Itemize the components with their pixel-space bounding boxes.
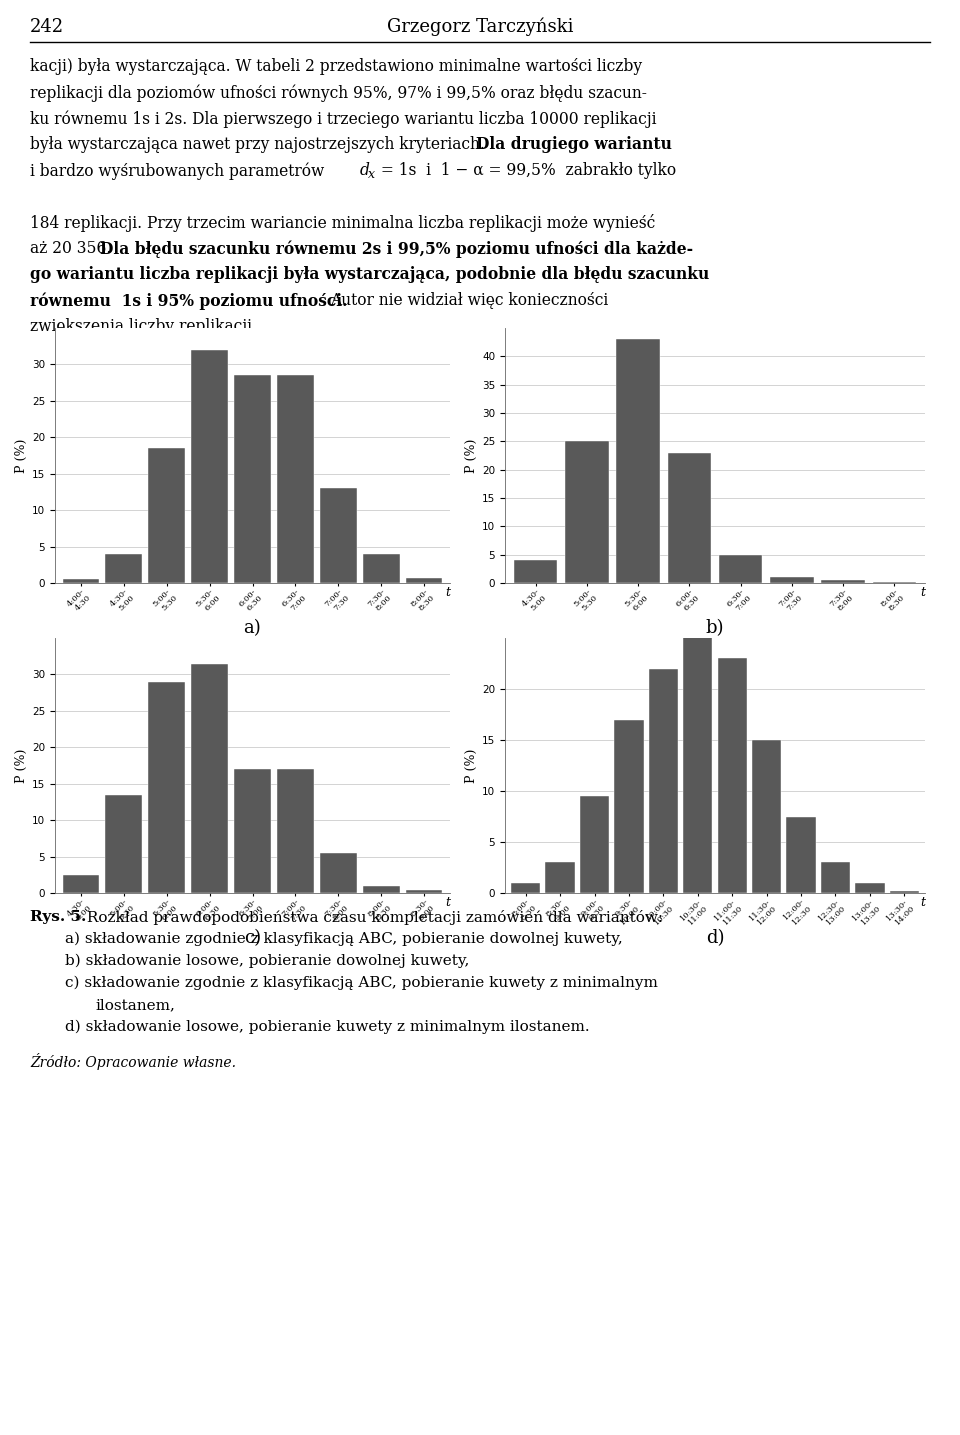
Bar	[106, 795, 142, 893]
Bar	[667, 452, 711, 583]
Text: d) składowanie losowe, pobieranie kuwety z minimalnym ilostanem.: d) składowanie losowe, pobieranie kuwety…	[65, 1020, 589, 1035]
Bar	[149, 448, 185, 583]
Bar	[565, 442, 609, 583]
Bar	[822, 580, 865, 583]
Text: b): b)	[706, 618, 724, 637]
Text: zwiększenia liczby replikacji.: zwiększenia liczby replikacji.	[30, 319, 257, 334]
Bar	[406, 890, 443, 893]
Bar	[62, 875, 99, 893]
Text: 242: 242	[30, 19, 64, 36]
Y-axis label: P (%): P (%)	[14, 748, 28, 782]
Bar	[821, 862, 851, 893]
Bar	[719, 555, 762, 583]
Text: Źródło: Opracowanie własne.: Źródło: Opracowanie własne.	[30, 1053, 236, 1071]
Bar	[234, 376, 271, 583]
Text: replikacji dla poziomów ufności równych 95%, 97% i 99,5% oraz błędu szacun-: replikacji dla poziomów ufności równych …	[30, 85, 647, 102]
Bar	[890, 891, 919, 893]
Text: d: d	[360, 162, 370, 179]
Text: a): a)	[244, 618, 261, 637]
Text: Dla błędu szacunku równemu 2s i 99,5% poziomu ufności dla każde-: Dla błędu szacunku równemu 2s i 99,5% po…	[100, 240, 693, 257]
Bar	[855, 883, 884, 893]
Text: Rys. 5.: Rys. 5.	[30, 910, 86, 924]
Text: go wariantu liczba replikacji była wystarczająca, podobnie dla błędu szacunku: go wariantu liczba replikacji była wysta…	[30, 265, 709, 283]
Bar	[684, 583, 712, 893]
Bar	[234, 769, 271, 893]
Bar	[786, 817, 816, 893]
Bar	[752, 740, 781, 893]
Bar	[149, 682, 185, 893]
Text: t: t	[920, 585, 925, 598]
Bar	[106, 554, 142, 583]
Bar	[406, 578, 443, 583]
Text: c): c)	[244, 928, 261, 947]
Bar	[277, 376, 314, 583]
Y-axis label: P (%): P (%)	[465, 748, 478, 782]
Text: t: t	[445, 895, 450, 908]
Text: b) składowanie losowe, pobieranie dowolnej kuwety,: b) składowanie losowe, pobieranie dowoln…	[65, 954, 469, 969]
Bar	[277, 769, 314, 893]
Bar	[320, 488, 356, 583]
Text: i bardzo wyśrubowanych parametrów: i bardzo wyśrubowanych parametrów	[30, 162, 329, 179]
Text: równemu  1s i 95% poziomu ufności.: równemu 1s i 95% poziomu ufności.	[30, 291, 348, 310]
Bar	[545, 862, 575, 893]
Text: aż 20 356.: aż 20 356.	[30, 240, 111, 257]
Text: była wystarczająca nawet przy najostrzejszych kryteriach.: była wystarczająca nawet przy najostrzej…	[30, 136, 485, 154]
Bar	[580, 796, 610, 893]
Text: c) składowanie zgodnie z klasyfikacją ABC, pobieranie kuwety z minimalnym: c) składowanie zgodnie z klasyfikacją AB…	[65, 976, 658, 990]
Text: ilostanem,: ilostanem,	[95, 997, 175, 1012]
Y-axis label: P (%): P (%)	[14, 438, 28, 472]
Bar	[191, 350, 228, 583]
Text: t: t	[920, 895, 925, 908]
Text: ku równemu 1s i 2s. Dla pierwszego i trzeciego wariantu liczba 10000 replikacji: ku równemu 1s i 2s. Dla pierwszego i trz…	[30, 110, 657, 128]
Y-axis label: P (%): P (%)	[465, 438, 478, 472]
Text: Dla drugiego wariantu: Dla drugiego wariantu	[476, 136, 672, 154]
Bar	[514, 560, 558, 583]
Text: a) składowanie zgodnie z klasyfikacją ABC, pobieranie dowolnej kuwety,: a) składowanie zgodnie z klasyfikacją AB…	[65, 931, 623, 947]
Bar	[62, 580, 99, 583]
Text: kacji) była wystarczająca. W tabeli 2 przedstawiono minimalne wartości liczby: kacji) była wystarczająca. W tabeli 2 pr…	[30, 57, 642, 75]
Text: x: x	[368, 168, 375, 181]
Bar	[616, 339, 660, 583]
Text: Grzegorz Tarczyński: Grzegorz Tarczyński	[387, 19, 573, 36]
Bar	[363, 554, 399, 583]
Bar	[320, 852, 356, 893]
Bar	[363, 885, 399, 893]
Text: t: t	[445, 585, 450, 598]
Text: Rozkład prawdopodobieństwa czasu kompletacji zamówień dla wariantów:: Rozkład prawdopodobieństwa czasu komplet…	[82, 910, 663, 926]
Bar	[717, 659, 747, 893]
Bar	[649, 669, 678, 893]
Text: d): d)	[706, 928, 724, 947]
Text: Autor nie widział więc konieczności: Autor nie widział więc konieczności	[330, 291, 609, 309]
Bar	[770, 577, 813, 583]
Bar	[614, 719, 643, 893]
Bar	[191, 663, 228, 893]
Bar	[511, 883, 540, 893]
Text: 184 replikacji. Przy trzecim wariancie minimalna liczba replikacji może wynieść: 184 replikacji. Przy trzecim wariancie m…	[30, 214, 656, 232]
Text: = 1s  i  1 − α = 99,5%  zabrakło tylko: = 1s i 1 − α = 99,5% zabrakło tylko	[376, 162, 676, 179]
